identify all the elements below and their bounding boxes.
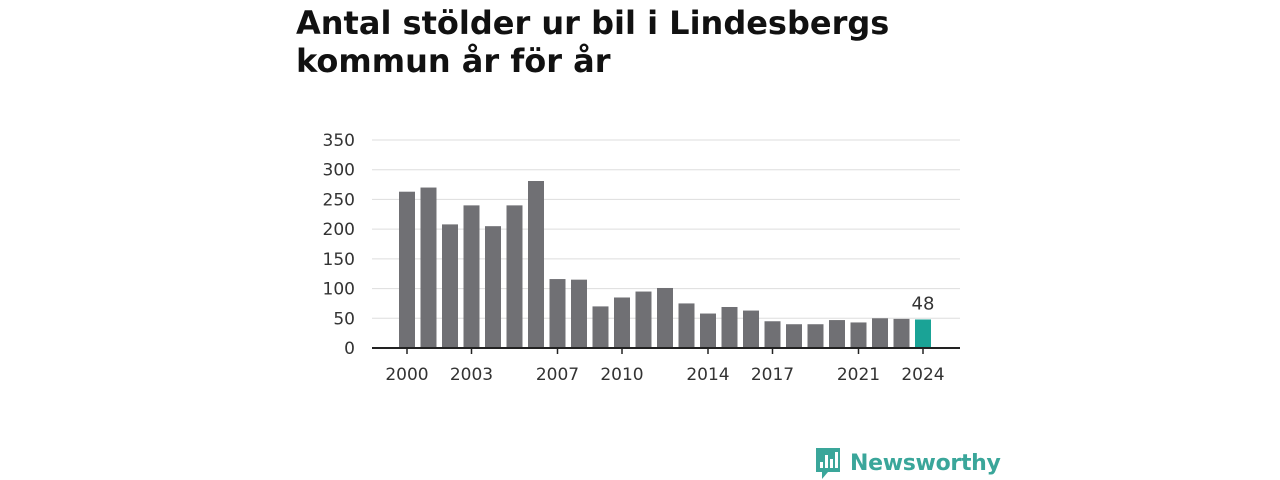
- y-tick-label: 300: [323, 161, 355, 181]
- bar-2008: [571, 279, 587, 348]
- bar-2003: [463, 205, 480, 348]
- y-tick-label: 100: [323, 280, 355, 300]
- x-tick-label: 2021: [837, 365, 880, 385]
- y-tick-label: 350: [323, 131, 355, 151]
- logo-text: Newsworthy: [850, 450, 1001, 476]
- y-tick-label: 250: [323, 190, 355, 210]
- x-axis-ticks: 2000 2003 2007 2010 2014 2017 2021 2024: [385, 348, 945, 385]
- x-tick-label: 2003: [450, 365, 493, 385]
- bar-2013: [678, 303, 695, 348]
- bar-2019: [807, 324, 824, 348]
- bar-2001: [420, 187, 437, 348]
- x-tick-label: 2014: [686, 365, 729, 385]
- bar-2005: [506, 205, 523, 348]
- bar-2012: [657, 287, 673, 348]
- bar-2016: [743, 310, 759, 348]
- y-tick-label: 200: [323, 220, 355, 240]
- bar-2007: [549, 279, 566, 348]
- bar-2023: [893, 318, 910, 348]
- bar-2014: [700, 313, 716, 348]
- x-tick-label: 2024: [901, 365, 944, 385]
- bar-2024: [915, 319, 931, 348]
- bars: [399, 181, 931, 348]
- x-tick-label: 2007: [536, 365, 579, 385]
- chart-title: Antal stölder ur bil i Lindesbergs kommu…: [296, 4, 890, 80]
- data-label: 48: [912, 293, 935, 314]
- bar-2011: [635, 291, 652, 348]
- newsworthy-logo: Newsworthy: [814, 446, 1001, 480]
- bar-2021: [850, 322, 867, 348]
- bar-2022: [872, 318, 888, 348]
- x-tick-label: 2000: [385, 365, 428, 385]
- bar-2004: [485, 226, 501, 348]
- bar-2020: [829, 320, 845, 348]
- y-tick-label: 50: [333, 309, 355, 329]
- bar-2017: [764, 321, 781, 348]
- bar-2018: [786, 324, 802, 348]
- x-tick-label: 2010: [600, 365, 643, 385]
- bar-chart-speech-bubble-icon: [816, 448, 840, 479]
- bar-2002: [442, 224, 458, 348]
- bar-2000: [399, 191, 415, 348]
- bar-2006: [528, 181, 544, 348]
- y-tick-label: 150: [323, 250, 355, 270]
- bar-2015: [721, 306, 738, 348]
- x-tick-label: 2017: [751, 365, 794, 385]
- y-axis-ticks: 0 50 100 150 200 250 300 350: [323, 131, 355, 359]
- bar-2010: [614, 297, 630, 348]
- data-labels: 48: [912, 293, 935, 314]
- y-tick-label: 0: [344, 339, 355, 359]
- bar-2009: [592, 306, 609, 348]
